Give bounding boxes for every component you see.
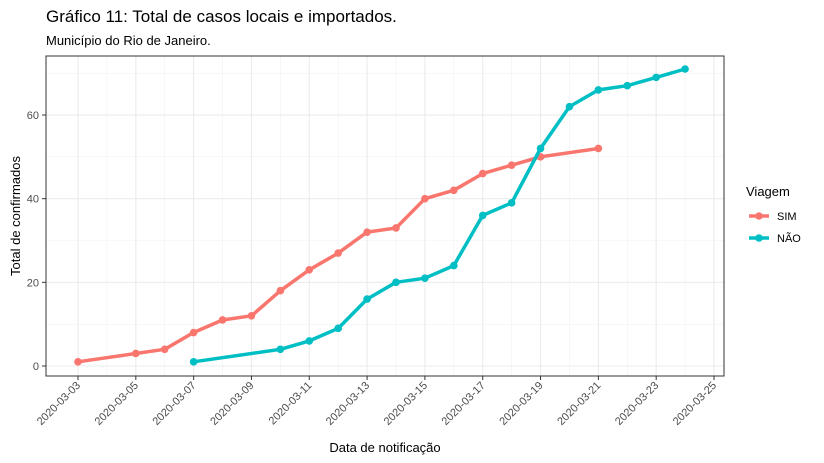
data-point xyxy=(565,102,574,111)
data-point xyxy=(276,345,285,354)
data-point xyxy=(507,161,516,170)
data-point xyxy=(450,186,458,195)
legend-label: NÃO xyxy=(777,232,801,245)
series-layer xyxy=(74,65,689,366)
data-point xyxy=(594,86,603,94)
x-tick-label: 2020-03-05 xyxy=(93,380,141,428)
data-point xyxy=(305,265,314,274)
x-axis: 2020-03-03 2020-03-05 2020-03-07 2020-03-09… xyxy=(35,376,719,428)
legend-title: Viagem xyxy=(746,184,790,199)
data-point xyxy=(681,65,689,73)
chart-title: Gráfico 11: Total de casos locais e impo… xyxy=(46,7,397,26)
x-tick-label: 2020-03-09 xyxy=(208,380,256,428)
legend-label: SIM xyxy=(777,211,797,223)
x-tick-label: 2020-03-15 xyxy=(382,380,430,428)
data-point xyxy=(247,312,256,320)
data-point xyxy=(132,349,140,358)
data-point xyxy=(305,337,314,345)
data-point xyxy=(652,73,660,82)
chart-subtitle: Município do Rio de Janeiro. xyxy=(46,33,211,48)
x-tick-label: 2020-03-17 xyxy=(440,380,488,428)
data-point xyxy=(421,274,429,282)
data-point xyxy=(334,324,342,333)
data-point xyxy=(536,144,545,153)
y-axis-label: Total de confirmados xyxy=(8,156,23,276)
plot-panel xyxy=(45,55,725,377)
x-tick-label: 2020-03-13 xyxy=(324,380,372,428)
x-tick-label: 2020-03-03 xyxy=(35,380,83,428)
x-tick-label: 2020-03-19 xyxy=(497,380,545,428)
y-tick-label: 0 xyxy=(33,361,39,373)
legend-key-point xyxy=(755,212,763,220)
data-point xyxy=(392,224,400,232)
x-tick-label: 2020-03-07 xyxy=(150,380,198,428)
data-point xyxy=(478,211,487,220)
data-point xyxy=(363,295,371,303)
data-point xyxy=(478,169,487,178)
y-tick-label: 40 xyxy=(27,194,39,206)
data-point xyxy=(160,345,169,354)
data-point xyxy=(218,316,227,324)
data-point xyxy=(363,228,371,236)
data-point xyxy=(189,328,198,337)
grid-major xyxy=(46,56,724,376)
series-line-nao xyxy=(191,67,687,364)
grid-minor xyxy=(46,56,724,376)
data-point xyxy=(334,249,342,257)
x-tick-label: 2020-03-25 xyxy=(671,380,719,428)
data-point xyxy=(450,261,458,270)
y-tick-label: 60 xyxy=(27,110,39,122)
x-tick-label: 2020-03-11 xyxy=(267,380,315,428)
data-point xyxy=(421,194,429,203)
x-tick-label: 2020-03-23 xyxy=(613,380,661,428)
data-point xyxy=(594,144,603,153)
x-axis-label: Data de notificação xyxy=(329,440,440,455)
legend-key-point xyxy=(755,234,763,242)
data-point xyxy=(392,278,400,287)
data-point xyxy=(189,358,198,366)
data-point xyxy=(74,358,82,366)
data-point xyxy=(507,199,516,207)
y-axis: 0 20 40 60 xyxy=(27,110,46,373)
x-tick-label: 2020-03-21 xyxy=(555,380,603,428)
y-tick-label: 20 xyxy=(27,277,39,289)
data-point xyxy=(276,286,285,295)
data-point xyxy=(623,81,632,90)
legend: Viagem SIM NÃO xyxy=(746,184,801,245)
